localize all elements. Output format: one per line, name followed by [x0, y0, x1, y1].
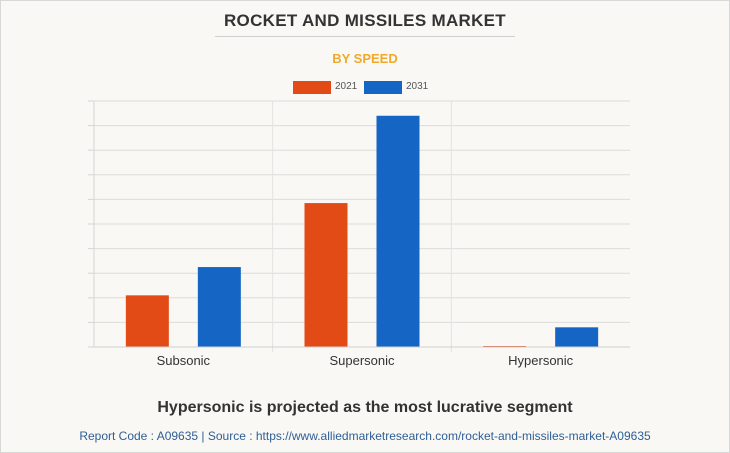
bar-subsonic-2021	[125, 295, 169, 347]
bar-supersonic-2021	[304, 203, 348, 347]
legend-label-2021: 2021	[335, 81, 358, 92]
bar-supersonic-2031	[376, 115, 420, 347]
source-line: Report Code : A09635 | Source : https://…	[79, 429, 651, 443]
title-divider	[215, 36, 515, 37]
x-tick-label-hypersonic: Hypersonic	[508, 353, 574, 368]
chart-caption: Hypersonic is projected as the most lucr…	[157, 399, 573, 416]
chart-title: ROCKET AND MISSILES MARKET	[223, 11, 506, 30]
legend: 2021 2031	[0, 79, 730, 95]
x-tick-label-supersonic: Supersonic	[329, 353, 395, 368]
legend-label-2031: 2031	[406, 81, 429, 92]
x-tick-label-subsonic: Subsonic	[157, 353, 211, 368]
legend-swatch-2021	[293, 81, 331, 94]
bar-subsonic-2031	[197, 267, 241, 347]
chart-subtitle: BY SPEED	[332, 51, 398, 66]
bar-hypersonic-2031	[555, 327, 599, 347]
legend-swatch-2031	[364, 81, 402, 94]
